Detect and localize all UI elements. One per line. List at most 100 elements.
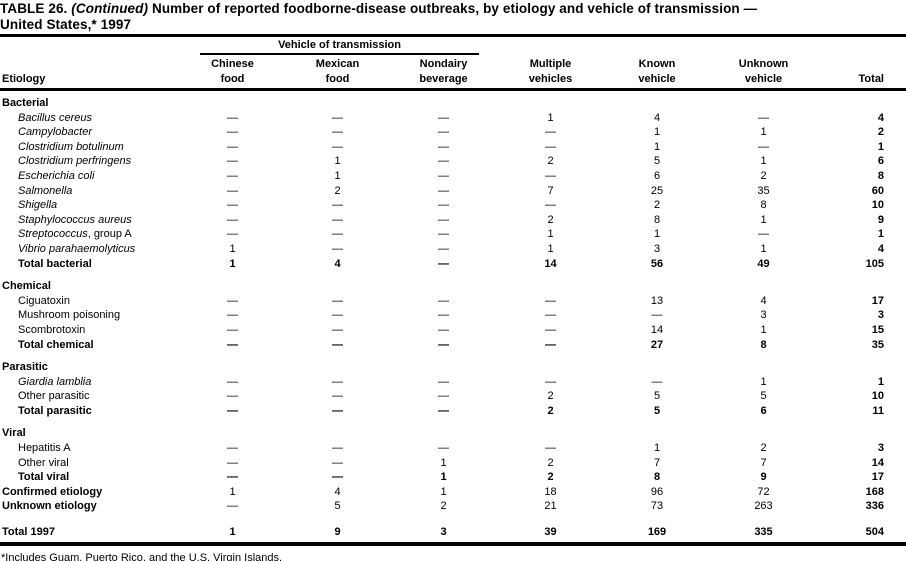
header-etiology: Etiology bbox=[2, 73, 46, 85]
cell-total-value: 8 bbox=[877, 169, 884, 182]
cell-total-value: 4 bbox=[877, 242, 884, 255]
cell-value: 1 bbox=[547, 228, 554, 241]
cell-value: — bbox=[545, 140, 556, 153]
cell-value: 2 bbox=[547, 456, 554, 469]
header-line2: Etiology food food beverage vehicles veh… bbox=[0, 70, 906, 85]
cell-value: 8 bbox=[653, 471, 661, 484]
cell-value: — bbox=[332, 309, 343, 322]
cell-value: — bbox=[332, 442, 343, 455]
table-row: Total bacterial 1 4—14 56 49 105 bbox=[0, 257, 906, 272]
cell-value: 4 bbox=[653, 111, 661, 124]
cell-value: — bbox=[438, 257, 449, 270]
cell-value: — bbox=[332, 294, 343, 307]
cell-value: 4 bbox=[334, 257, 341, 270]
table-title-text: Number of reported foodborne-disease out… bbox=[151, 1, 758, 16]
cell-value: 7 bbox=[653, 456, 661, 469]
cell-total-value: 3 bbox=[877, 309, 884, 322]
table-body: Bacterial Bacillus cereus — — —1 4—4 Campyloba… bbox=[0, 91, 906, 540]
section-row: Chemical bbox=[0, 279, 906, 294]
etiology-label: Hepatitis A bbox=[18, 442, 71, 455]
etiology-label: Vibrio parahaemolyticus bbox=[0, 242, 180, 257]
cell-total-value: 4 bbox=[877, 111, 884, 124]
cell-value: 3 bbox=[760, 309, 767, 322]
cell-value: 1 bbox=[760, 213, 767, 226]
etiology-label: Clostridium botulinum bbox=[0, 140, 180, 155]
cell-value: — bbox=[332, 323, 343, 336]
header-chinese-food: food bbox=[220, 73, 245, 85]
cell-value: 1 bbox=[440, 485, 447, 498]
section-gap bbox=[0, 418, 906, 426]
cell-value: 18 bbox=[544, 485, 557, 498]
cell-value: 1 bbox=[760, 323, 767, 336]
etiology-name-italic: Clostridium perfringens bbox=[18, 155, 132, 168]
cell-value: — bbox=[227, 199, 238, 212]
cell-value: 56 bbox=[650, 257, 664, 270]
section-gap bbox=[0, 352, 906, 360]
cell-total-value: 11 bbox=[872, 404, 884, 417]
cell-value: — bbox=[438, 199, 449, 212]
table-row: Confirmed etiology 1 4 1 18 96 72 168 bbox=[0, 485, 906, 500]
cell-value: 335 bbox=[754, 526, 773, 539]
table-title-continued: (Continued) bbox=[71, 1, 149, 16]
etiology-label: Other viral bbox=[18, 456, 69, 469]
table-row: Scombrotoxin — — — — 14 1 15 bbox=[0, 323, 906, 338]
cell-value: — bbox=[758, 111, 769, 124]
cell-value: 1 bbox=[653, 140, 661, 153]
etiology-label: Ciguatoxin bbox=[18, 294, 70, 307]
header-multiple-vehicles: vehicles bbox=[528, 73, 573, 85]
header-mexican-food: food bbox=[325, 73, 350, 85]
etiology-label: Streptococcus, group A bbox=[18, 228, 132, 241]
cell-value: — bbox=[227, 338, 238, 351]
etiology-name-italic: Shigella bbox=[18, 199, 58, 212]
cell-total-value: 168 bbox=[865, 485, 884, 498]
header-known: Known bbox=[638, 58, 676, 70]
etiology-label: Bacillus cereus bbox=[0, 111, 180, 126]
cell-value: 5 bbox=[653, 390, 661, 403]
table-row: Giardia lamblia — — — — — 1 1 bbox=[0, 375, 906, 390]
cell-value: — bbox=[438, 184, 449, 197]
cell-value: 2 bbox=[760, 169, 767, 182]
header-nondairy: Nondairy bbox=[419, 58, 468, 70]
cell-value: — bbox=[438, 169, 449, 182]
cell-value: 8 bbox=[760, 338, 767, 351]
cell-value: — bbox=[227, 456, 238, 469]
table-row: Total viral — — 1 2 8 9 17 bbox=[0, 470, 906, 485]
cell-value: — bbox=[438, 309, 449, 322]
cell-total-value: 10 bbox=[871, 390, 884, 403]
cell-value: — bbox=[332, 199, 343, 212]
table-row: Shigella — — — — 2 8 10 bbox=[0, 198, 906, 213]
cell-value: 6 bbox=[760, 404, 767, 417]
cell-total-value: 3 bbox=[877, 442, 884, 455]
table-row: Vibrio parahaemolyticus 1 — — 1 3 1 4 bbox=[0, 242, 906, 257]
header-line1: Chinese Mexican Nondairy Multiple Known … bbox=[0, 55, 906, 70]
cell-value: — bbox=[545, 375, 556, 388]
cell-total-value: 17 bbox=[871, 294, 884, 307]
cell-total-value: 2 bbox=[877, 126, 884, 139]
cell-value: 2 bbox=[547, 213, 554, 226]
section-gap bbox=[0, 271, 906, 279]
table-title-line2: United States,* 1997 bbox=[0, 17, 132, 32]
cell-value: — bbox=[438, 442, 449, 455]
cell-value: 72 bbox=[757, 485, 770, 498]
etiology-name-italic: Staphylococcus aureus bbox=[18, 213, 132, 226]
cell-value: 14 bbox=[544, 257, 557, 270]
cell-value: 2 bbox=[547, 471, 554, 484]
cell-value: 2 bbox=[547, 404, 554, 417]
table-row: Campylobacter — — — — 1 1 2 bbox=[0, 125, 906, 140]
cell-value: 3 bbox=[653, 242, 661, 255]
etiology-label: Salmonella bbox=[0, 184, 180, 199]
cell-value: 6 bbox=[653, 169, 661, 182]
table-row: Total chemical — — — — 27 8 35 bbox=[0, 338, 906, 353]
cell-value: 1 bbox=[760, 155, 767, 168]
cell-value: — bbox=[758, 228, 769, 241]
etiology-label: Shigella bbox=[0, 198, 180, 213]
table-row: Total 1997 1 9 3 39 169 335 504 bbox=[0, 525, 906, 540]
cell-total-value: 336 bbox=[865, 500, 884, 513]
cell-value: — bbox=[651, 309, 663, 322]
cell-value: — bbox=[438, 294, 449, 307]
cell-value: — bbox=[438, 228, 449, 241]
cell-value: 8 bbox=[760, 199, 767, 212]
cell-value: 1 bbox=[653, 126, 661, 139]
header-unknown-vehicle: vehicle bbox=[744, 73, 783, 85]
header-mexican: Mexican bbox=[315, 58, 360, 70]
